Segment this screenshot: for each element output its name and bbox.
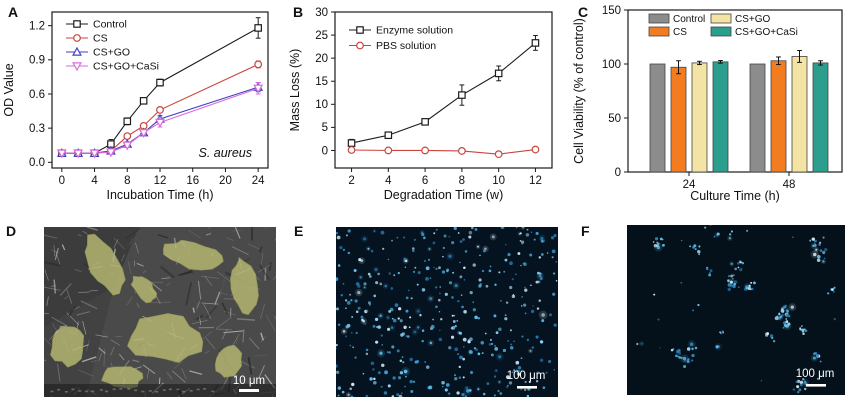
panel-b-label: B (293, 4, 304, 20)
svg-text:Culture Time (h): Culture Time (h) (690, 189, 780, 203)
svg-text:150: 150 (602, 5, 621, 17)
svg-text:12: 12 (154, 175, 167, 187)
panel-e-fluorescence-micrograph: 100 μm (336, 227, 558, 397)
svg-text:50: 50 (608, 113, 621, 125)
svg-text:1.2: 1.2 (29, 20, 45, 32)
svg-text:6: 6 (422, 175, 428, 187)
svg-text:Mass Loss (%): Mass Loss (%) (288, 49, 302, 132)
svg-text:Control: Control (93, 19, 127, 31)
svg-text:0.3: 0.3 (29, 123, 45, 135)
svg-text:10 μm: 10 μm (233, 375, 265, 387)
svg-text:0: 0 (322, 145, 328, 157)
panel-f-label: F (581, 223, 590, 239)
svg-text:20: 20 (315, 53, 328, 65)
svg-text:12: 12 (529, 175, 542, 187)
svg-text:20: 20 (219, 175, 232, 187)
svg-text:PBS solution: PBS solution (376, 40, 436, 52)
svg-text:CS+GO: CS+GO (735, 14, 771, 25)
svg-text:0.0: 0.0 (29, 157, 45, 169)
svg-text:24: 24 (252, 175, 265, 187)
svg-text:15: 15 (315, 76, 328, 88)
svg-text:Degradation Time (w): Degradation Time (w) (384, 188, 504, 202)
panel-c-label: C (578, 4, 589, 20)
svg-text:Control: Control (673, 14, 705, 25)
svg-text:Enzyme solution: Enzyme solution (376, 25, 453, 37)
panel-b-degradation-line-chart: 2 4 6 8 10 12 0 5 10 15 20 25 30 Degradation Time (w)… (288, 7, 553, 202)
svg-text:CS: CS (93, 33, 108, 45)
svg-text:S. aureus: S. aureus (198, 146, 252, 160)
svg-text:8: 8 (459, 175, 465, 187)
svg-text:2: 2 (348, 175, 354, 187)
svg-text:4: 4 (385, 175, 392, 187)
svg-text:0.9: 0.9 (29, 55, 45, 67)
panel-e-label: E (294, 223, 304, 239)
svg-text:CS+GO+CaSi: CS+GO+CaSi (735, 27, 798, 38)
svg-text:24: 24 (683, 179, 696, 191)
svg-text:OD Value: OD Value (2, 63, 16, 116)
svg-text:CS: CS (673, 27, 687, 38)
svg-text:25: 25 (315, 30, 328, 42)
svg-text:10: 10 (315, 99, 328, 111)
svg-text:CS+GO+CaSi: CS+GO+CaSi (93, 61, 159, 73)
svg-text:5: 5 (322, 122, 328, 134)
svg-text:100 μm: 100 μm (796, 368, 835, 380)
svg-text:8: 8 (124, 175, 130, 187)
svg-text:48: 48 (783, 179, 796, 191)
svg-text:30: 30 (315, 7, 328, 19)
svg-text:0: 0 (59, 175, 65, 187)
svg-text:0.6: 0.6 (29, 89, 45, 101)
svg-text:100 μm: 100 μm (507, 370, 546, 382)
svg-text:10: 10 (492, 175, 505, 187)
svg-text:16: 16 (186, 175, 199, 187)
svg-text:Incubation Time (h): Incubation Time (h) (107, 188, 214, 202)
panel-a-label: A (8, 4, 19, 20)
panel-f-fluorescence-micrograph: 100 μm (627, 225, 845, 395)
svg-text:0: 0 (615, 167, 621, 179)
svg-text:Cell Viability (% of control): Cell Viability (% of control) (572, 18, 586, 164)
svg-text:4: 4 (91, 175, 98, 187)
panel-d-label: D (6, 223, 17, 239)
svg-text:CS+GO: CS+GO (93, 47, 130, 59)
panel-d-sem-micrograph: 10 μm (44, 227, 276, 397)
svg-text:100: 100 (602, 59, 621, 71)
panel-a-bacterial-growth-line-chart: 0 4 8 12 16 20 24 0.0 0.3 0.6 0.9 1.2 Incubation Tim… (2, 11, 269, 202)
